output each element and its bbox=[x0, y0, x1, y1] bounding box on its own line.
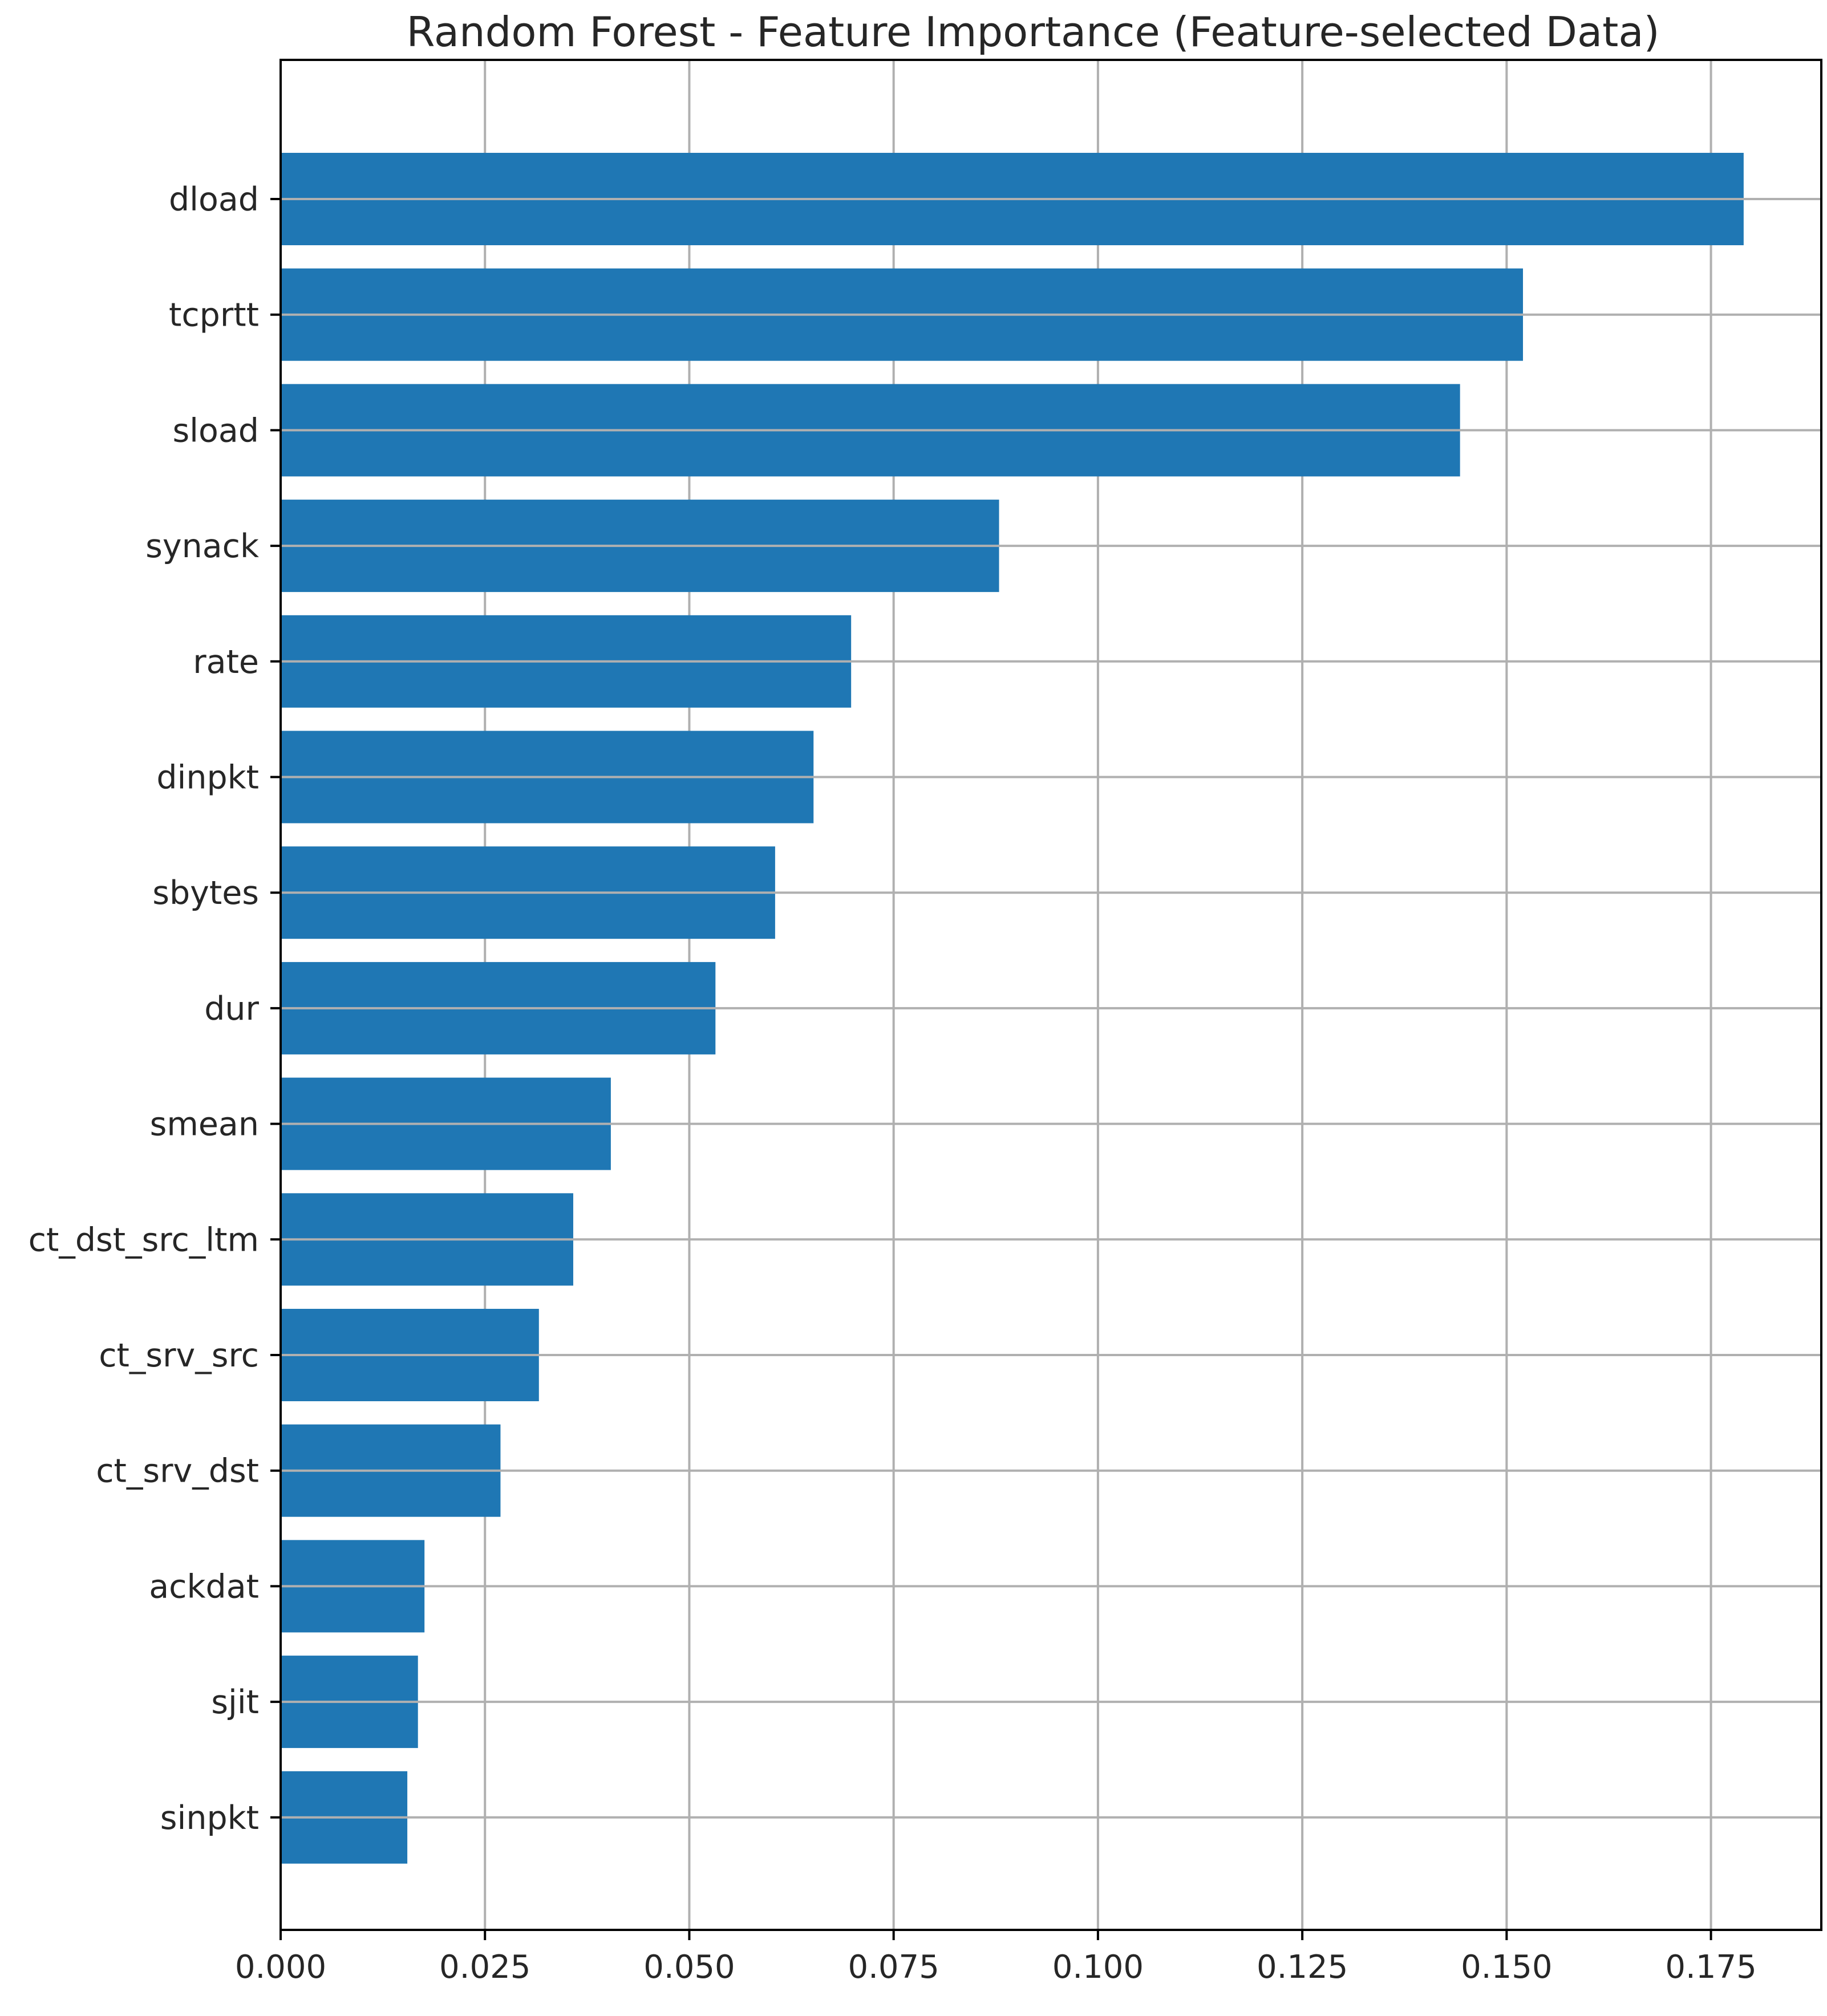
labels-layer: 0.000 0.025 0.050 0.075 0.100 0.125 0.150 0.175… bbox=[29, 181, 1757, 1986]
x-tick-label: 0.100 bbox=[1052, 1949, 1144, 1986]
x-tick-label: 0.075 bbox=[848, 1949, 939, 1986]
x-tick-label: 0.150 bbox=[1461, 1949, 1552, 1986]
x-tick-label: 0.025 bbox=[439, 1949, 530, 1986]
y-tick-label: smean bbox=[150, 1106, 259, 1143]
y-tick-label: ackdat bbox=[149, 1568, 259, 1605]
y-tick-label: dur bbox=[204, 990, 259, 1028]
y-tick-label: sbytes bbox=[152, 874, 259, 912]
y-tick-label: sinpkt bbox=[160, 1799, 259, 1837]
y-tick-label: rate bbox=[193, 643, 259, 681]
horizontal-grid-layer bbox=[281, 198, 1821, 1819]
x-tick-label: 0.175 bbox=[1665, 1949, 1756, 1986]
plot-frame bbox=[279, 59, 1822, 1931]
y-tick-label: synack bbox=[145, 528, 259, 565]
y-tick-label: sjit bbox=[211, 1684, 259, 1721]
y-tick-label: dinpkt bbox=[156, 759, 259, 797]
y-tick-label: ct_srv_src bbox=[99, 1337, 259, 1374]
y-tick-label: ct_dst_src_ltm bbox=[29, 1221, 259, 1259]
y-tick-label: tcprtt bbox=[169, 297, 259, 334]
x-tick-label: 0.125 bbox=[1257, 1949, 1348, 1986]
y-tick-label: ct_srv_dst bbox=[96, 1453, 259, 1490]
axes-layer bbox=[270, 59, 1822, 1940]
y-tick-label: dload bbox=[169, 181, 259, 218]
x-tick-label: 0.050 bbox=[643, 1949, 735, 1986]
y-tick-label: sload bbox=[172, 412, 259, 449]
x-tick-label: 0.000 bbox=[235, 1949, 326, 1986]
chart-title: Random Forest - Feature Importance (Feat… bbox=[406, 8, 1659, 56]
